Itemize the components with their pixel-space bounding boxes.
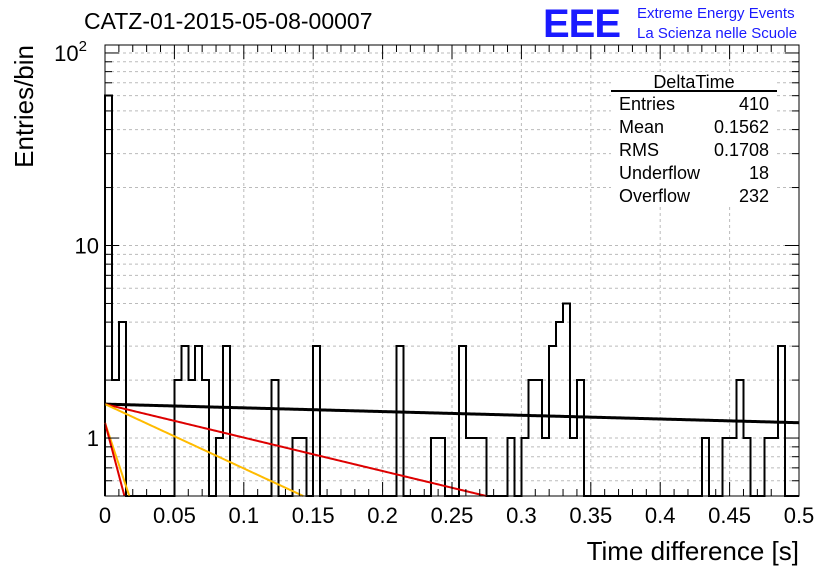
stats-row-entries: Entries 410 xyxy=(619,94,769,117)
axis-labels: 0 0.05 0.1 0.15 0.2 0.25 0.3 0.35 0.4 0.45 0.5 1 10 1… xyxy=(9,38,814,566)
y-tick-label: 1 xyxy=(87,426,99,451)
eee-logo-mark: EEE xyxy=(543,2,621,46)
x-tick-label: 0.25 xyxy=(431,503,474,528)
stats-value: 18 xyxy=(748,163,769,183)
stats-key: Mean xyxy=(619,117,665,137)
stats-title: DeltaTime xyxy=(653,72,735,92)
x-tick-label: 0 xyxy=(99,503,111,528)
stats-key: Entries xyxy=(619,94,676,114)
x-tick-label: 0.1 xyxy=(229,503,260,528)
y-axis-title: Entries/bin xyxy=(9,45,39,168)
fit-curve xyxy=(104,422,126,497)
stats-key: Underflow xyxy=(619,163,701,183)
fit-curves xyxy=(104,402,800,497)
x-axis-title: Time difference [s] xyxy=(587,536,799,566)
stats-value: 410 xyxy=(738,94,769,114)
stats-row-overflow: Overflow 232 xyxy=(619,186,769,209)
stats-row-mean: Mean 0.1562 xyxy=(619,117,769,140)
stats-box: DeltaTime Entries 410 Mean 0.1562 RMS 0.… xyxy=(611,72,777,206)
logo-line-1: Extreme Energy Events xyxy=(637,5,795,22)
stats-value: 0.1708 xyxy=(713,140,769,160)
stats-row-rms: RMS 0.1708 xyxy=(619,140,769,163)
logo-line-2: La Scienza nelle Scuole xyxy=(637,25,798,42)
x-tick-label: 0.45 xyxy=(708,503,751,528)
x-tick-label: 0.2 xyxy=(367,503,398,528)
stats-row-underflow: Underflow 18 xyxy=(619,163,769,186)
fit-curve xyxy=(104,403,487,497)
x-tick-label: 0.5 xyxy=(784,503,815,528)
chart-title: CATZ-01-2015-05-08-00007 xyxy=(84,8,373,34)
x-tick-label: 0.15 xyxy=(292,503,335,528)
x-tick-label: 0.4 xyxy=(645,503,676,528)
y-tick-label: 102 xyxy=(54,38,87,66)
stats-key: RMS xyxy=(619,140,659,160)
x-tick-label: 0.35 xyxy=(569,503,612,528)
fit-curve xyxy=(104,403,304,497)
x-tick-label: 0.05 xyxy=(153,503,196,528)
stats-value: 0.1562 xyxy=(713,117,769,137)
stats-value: 232 xyxy=(738,186,769,206)
fit-curve xyxy=(104,402,800,425)
stats-key: Overflow xyxy=(619,186,691,206)
stats-divider xyxy=(611,90,777,92)
x-tick-label: 0.3 xyxy=(506,503,537,528)
axis-ticks xyxy=(104,45,800,497)
y-tick-label: 10 xyxy=(75,234,99,259)
